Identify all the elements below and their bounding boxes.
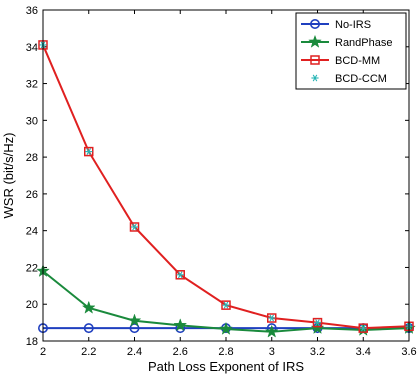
x-tick-label: 2 (40, 346, 46, 358)
data-point-bcd-ccm (176, 271, 184, 279)
y-tick-label: 32 (26, 79, 38, 91)
x-tick-label: 2.2 (81, 346, 96, 358)
legend-marker (311, 74, 319, 82)
data-point-randphase (173, 318, 188, 332)
legend-item-no-irs: No-IRS (301, 18, 371, 31)
series-randphase (36, 263, 416, 338)
x-tick-label: 2.4 (127, 346, 142, 358)
legend-label: No-IRS (335, 19, 371, 31)
y-tick-label: 30 (26, 115, 38, 127)
data-point-bcd-ccm (222, 301, 230, 309)
legend-marker (310, 55, 320, 65)
x-axis-label: Path Loss Exponent of IRS (148, 359, 304, 374)
x-tick-label: 2.6 (173, 346, 188, 358)
x-tick-label: 2.8 (218, 346, 233, 358)
data-point-no-irs (129, 323, 140, 334)
x-tick-label: 3 (269, 346, 275, 358)
legend-marker (309, 18, 320, 29)
x-tick-label: 3.6 (401, 346, 416, 358)
data-point-bcd-ccm (359, 324, 367, 332)
x-tick-label: 3.2 (310, 346, 325, 358)
data-point-bcd-ccm (85, 148, 93, 155)
y-tick-label: 28 (26, 152, 38, 164)
y-tick-label: 36 (26, 5, 38, 17)
legend-label: BCD-MM (335, 55, 380, 67)
data-point-bcd-mm (129, 222, 140, 232)
data-point-bcd-mm (312, 317, 323, 328)
legend: No-IRS RandPhase BCD-MM BCD-CCM (295, 12, 407, 90)
legend-item-bcd-ccm: BCD-CCM (311, 73, 387, 85)
y-tick-label: 24 (26, 226, 38, 238)
data-point-bcd-ccm (313, 319, 322, 327)
data-point-randphase (264, 324, 279, 338)
data-point-bcd-mm (84, 146, 94, 157)
data-point-bcd-ccm (130, 223, 139, 231)
data-point-bcd-ccm (268, 314, 276, 322)
plot-frame (42, 9, 410, 342)
legend-marker (308, 34, 322, 48)
series-lines (36, 40, 416, 338)
y-tick-labels: 18 20 22 24 26 28 30 32 34 36 (26, 5, 38, 348)
data-point-randphase (127, 313, 142, 327)
y-tick-label: 26 (26, 189, 38, 201)
legend-label: RandPhase (335, 37, 393, 49)
data-point-randphase (219, 321, 233, 335)
data-point-bcd-mm (267, 313, 277, 323)
data-point-randphase (81, 300, 96, 314)
y-tick-label: 20 (26, 299, 38, 311)
y-tick-label: 22 (26, 262, 38, 274)
y-tick-label: 18 (26, 336, 38, 348)
data-point-no-irs (83, 323, 94, 334)
y-axis-label: WSR (bit/s/Hz) (1, 133, 16, 219)
y-tick-label: 34 (26, 42, 38, 54)
legend-item-bcd-mm: BCD-MM (301, 55, 380, 67)
legend-label: BCD-CCM (335, 73, 387, 85)
legend-item-randphase: RandPhase (301, 34, 393, 49)
x-tick-labels: 2 2.2 2.4 2.6 2.8 3 3.2 3.4 3.6 (40, 346, 417, 358)
data-point-bcd-mm (221, 300, 231, 310)
data-point-bcd-mm (358, 323, 368, 333)
x-tick-label: 3.4 (356, 346, 371, 358)
data-point-bcd-mm (175, 270, 185, 280)
